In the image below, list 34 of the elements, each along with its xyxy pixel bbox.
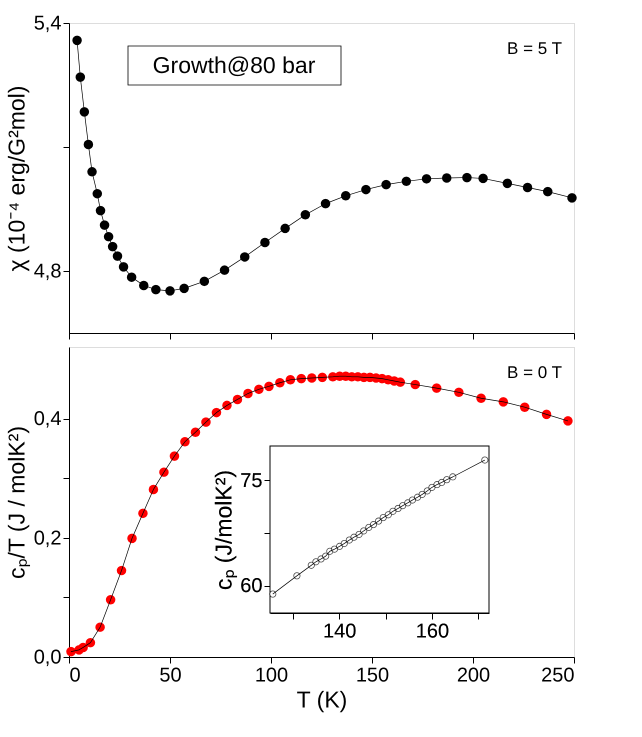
y-tick-label: 5,4 xyxy=(34,12,62,34)
x-tick-label: 250 xyxy=(541,664,574,686)
y-axis-title: cₚ (J/molK²) xyxy=(210,470,238,590)
x-axis-title: T (K) xyxy=(296,686,348,712)
y-tick-label: 0,0 xyxy=(34,646,62,668)
y-tick-label: 0,2 xyxy=(34,527,62,550)
x-tick-label: 200 xyxy=(456,664,490,686)
annotation: Growth@80 bar xyxy=(152,52,316,78)
y-axis-title: χ (10⁻⁴ erg/G²mol) xyxy=(4,86,30,272)
x-tick-label: 150 xyxy=(356,664,390,686)
point xyxy=(481,456,488,464)
point xyxy=(422,174,432,184)
annotation: B = 5 T xyxy=(507,39,562,58)
x-tick-label: 140 xyxy=(322,620,356,642)
annotation: B = 0 T xyxy=(507,363,562,382)
point xyxy=(269,590,276,598)
point xyxy=(72,36,82,46)
point xyxy=(478,174,488,184)
point xyxy=(300,210,310,220)
y-axis-title: cₚ/T (J / molK²) xyxy=(4,426,31,579)
x-tick-label: 100 xyxy=(254,664,288,686)
point xyxy=(151,284,161,294)
x-tick-label: 50 xyxy=(159,664,182,686)
y-tick-label: 0,4 xyxy=(34,408,62,430)
x-tick-label: 160 xyxy=(416,620,450,642)
point xyxy=(563,416,573,426)
x-tick-label: 0 xyxy=(70,664,81,686)
point xyxy=(462,172,472,182)
y-tick-label: 60 xyxy=(240,575,262,598)
y-tick-label: 75 xyxy=(240,470,262,492)
point xyxy=(567,193,577,203)
point xyxy=(520,402,530,412)
y-tick-label: 4,8 xyxy=(34,260,62,282)
point xyxy=(275,378,285,388)
